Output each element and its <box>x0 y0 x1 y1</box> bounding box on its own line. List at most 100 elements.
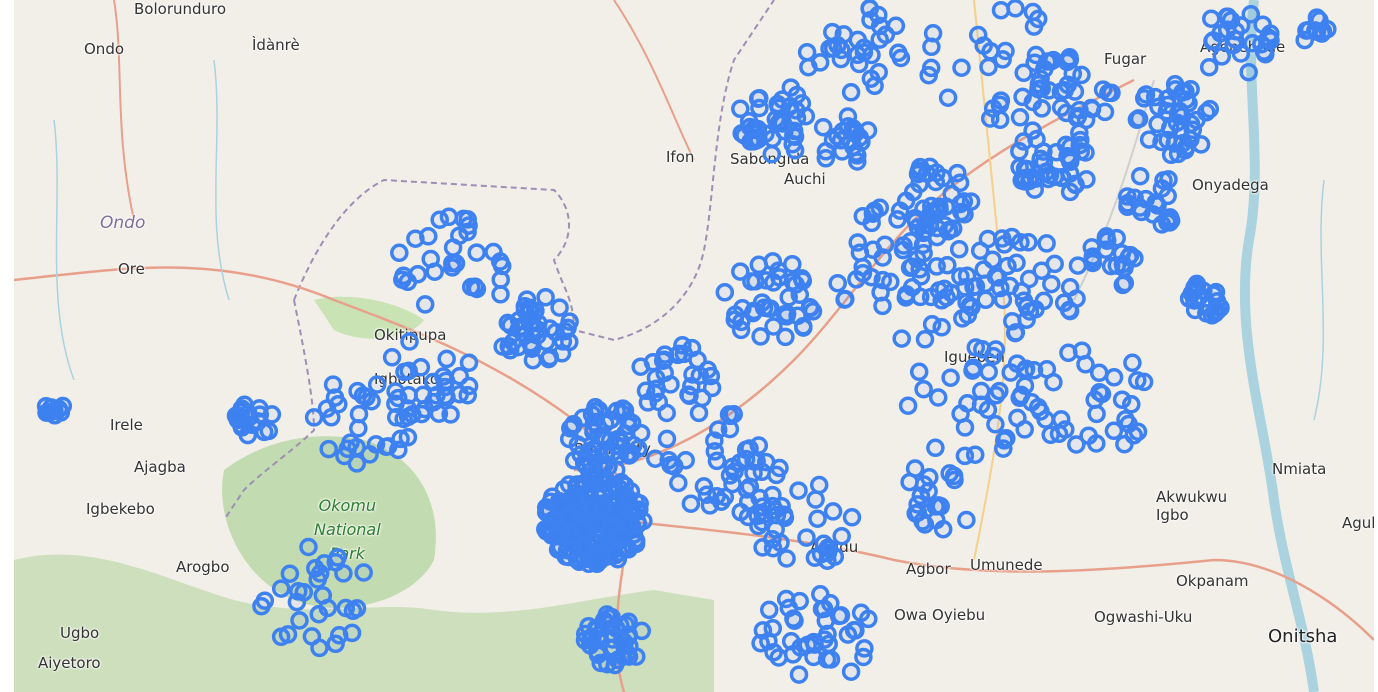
map-marker[interactable] <box>524 305 544 324</box>
map-marker[interactable] <box>752 512 772 532</box>
map-marker[interactable] <box>553 332 573 351</box>
map-marker[interactable] <box>733 299 752 318</box>
map-marker[interactable] <box>715 283 735 302</box>
map-marker[interactable] <box>689 403 709 423</box>
map-marker[interactable] <box>348 381 367 401</box>
map-marker[interactable] <box>1014 291 1034 311</box>
map-marker[interactable] <box>941 368 960 387</box>
map-marker[interactable] <box>1295 30 1314 50</box>
map-marker[interactable] <box>1160 213 1180 232</box>
map-marker[interactable] <box>680 386 699 406</box>
map-marker[interactable] <box>606 489 625 508</box>
map-marker[interactable] <box>491 285 510 304</box>
map-marker[interactable] <box>299 537 318 557</box>
map-marker[interactable] <box>389 440 408 460</box>
map-marker[interactable] <box>1127 110 1147 129</box>
map-marker[interactable] <box>954 192 974 211</box>
map-marker[interactable] <box>920 157 940 177</box>
map-marker[interactable] <box>870 16 890 36</box>
map-marker[interactable] <box>484 242 503 262</box>
map-marker[interactable] <box>979 57 998 77</box>
map-marker[interactable] <box>768 94 787 114</box>
map-marker[interactable] <box>1118 197 1137 217</box>
map-marker[interactable] <box>1241 5 1261 24</box>
map-marker[interactable] <box>612 527 632 546</box>
map-marker[interactable] <box>669 473 688 493</box>
map-marker[interactable] <box>978 400 998 420</box>
map-marker[interactable] <box>588 645 608 664</box>
map-marker[interactable] <box>411 358 431 377</box>
map-marker[interactable] <box>823 502 843 521</box>
map-marker[interactable] <box>1076 355 1095 374</box>
map-marker[interactable] <box>790 285 810 305</box>
map-marker[interactable] <box>631 357 650 376</box>
map-marker[interactable] <box>909 362 929 382</box>
map-marker[interactable] <box>804 632 823 652</box>
map-marker[interactable] <box>890 201 910 220</box>
map-marker[interactable] <box>612 631 632 651</box>
map-marker[interactable] <box>889 43 908 63</box>
map-marker[interactable] <box>705 431 724 450</box>
map-marker[interactable] <box>1085 390 1104 409</box>
map-marker[interactable] <box>1119 414 1138 434</box>
map-marker[interactable] <box>854 38 874 58</box>
map-marker[interactable] <box>919 65 938 85</box>
map-marker[interactable] <box>952 58 971 77</box>
map-marker[interactable] <box>1045 254 1064 274</box>
map-marker[interactable] <box>424 392 443 412</box>
map-marker[interactable] <box>661 375 680 394</box>
map-marker[interactable] <box>1060 182 1080 202</box>
map-marker[interactable] <box>905 208 925 228</box>
map-marker[interactable] <box>1128 371 1147 390</box>
map-marker[interactable] <box>627 647 646 666</box>
map-marker[interactable] <box>467 279 487 299</box>
map-marker[interactable] <box>1318 19 1337 39</box>
map-marker[interactable] <box>606 460 626 480</box>
map-marker[interactable] <box>1039 81 1059 100</box>
map-marker[interactable] <box>1112 244 1132 263</box>
map-marker[interactable] <box>1007 354 1027 373</box>
map-marker[interactable] <box>1026 45 1046 65</box>
map-marker[interactable] <box>983 99 1003 118</box>
map-marker[interactable] <box>862 213 881 233</box>
map-marker[interactable] <box>493 337 512 356</box>
map-marker[interactable] <box>654 350 674 369</box>
map-marker[interactable] <box>772 496 791 516</box>
map-marker[interactable] <box>523 350 543 370</box>
map-marker[interactable] <box>986 385 1006 405</box>
map-marker[interactable] <box>794 317 813 336</box>
map-marker[interactable] <box>775 121 794 141</box>
map-marker[interactable] <box>289 582 308 601</box>
map-marker[interactable] <box>806 490 825 509</box>
map-marker[interactable] <box>976 290 995 310</box>
map-marker[interactable] <box>892 329 911 348</box>
map-marker[interactable] <box>681 494 701 513</box>
map-marker[interactable] <box>854 647 873 667</box>
map-marker[interactable] <box>1052 168 1071 187</box>
map-marker[interactable] <box>800 298 820 317</box>
map-marker[interactable] <box>842 508 862 527</box>
map-marker[interactable] <box>910 174 929 194</box>
map-marker[interactable] <box>1218 7 1238 27</box>
map-marker[interactable] <box>509 320 528 339</box>
map-marker[interactable] <box>1034 291 1054 311</box>
map-marker[interactable] <box>911 267 931 286</box>
map-marker[interactable] <box>419 227 438 246</box>
map-marker[interactable] <box>395 362 414 382</box>
map-marker[interactable] <box>819 634 838 654</box>
map-marker[interactable] <box>467 243 486 262</box>
map-marker[interactable] <box>51 403 71 422</box>
map-marker[interactable] <box>492 256 512 276</box>
map-marker[interactable] <box>602 607 621 627</box>
map-marker[interactable] <box>1199 57 1219 77</box>
map-marker[interactable] <box>1202 9 1221 28</box>
map-marker[interactable] <box>674 344 694 364</box>
map-marker[interactable] <box>400 332 419 351</box>
map-marker[interactable] <box>949 239 969 259</box>
map-marker[interactable] <box>252 596 271 616</box>
map-marker[interactable] <box>746 272 765 291</box>
map-marker[interactable] <box>811 585 830 604</box>
map-marker[interactable] <box>849 54 869 74</box>
map-marker[interactable] <box>962 297 981 317</box>
map-marker[interactable] <box>750 98 769 118</box>
